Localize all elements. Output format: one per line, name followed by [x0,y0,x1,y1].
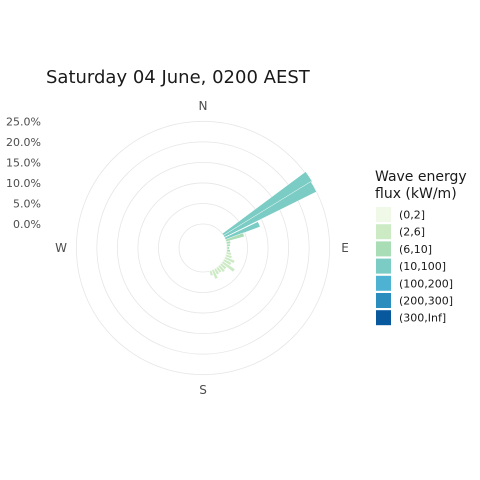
rose-bar-8 [225,251,232,256]
compass-label-n: N [199,99,208,113]
rose-bar-11 [222,258,232,266]
legend-swatch [376,310,391,326]
radial-tick-labels: 0.0% 5.0% 10.0% 15.0% 20.0% 25.0% [6,115,41,231]
legend-label: (200,300] [399,295,453,308]
legend-swatch [376,293,391,308]
chart-title: Saturday 04 June, 0200 AEST [46,67,311,88]
legend-title-line: Wave energy [375,169,467,185]
rose-bar-0 [221,171,313,236]
legend-label: (100,200] [399,277,453,290]
rose-bar-3 [225,232,245,242]
legend-label: (300,Inf] [399,312,446,325]
rose-bar-9 [225,254,233,259]
grid-ring-4 [96,141,310,355]
compass-label-w: W [55,241,67,255]
radial-tick-label: 0.0% [13,218,41,231]
legend-swatch [376,207,391,222]
rose-bar-10 [224,256,236,264]
grid-ring-3 [116,161,290,335]
rose-bar-7 [226,249,231,253]
radial-tick-label: 10.0% [6,177,41,190]
radial-tick-label: 25.0% [6,115,41,128]
radial-tick-label: 20.0% [6,136,41,149]
legend-swatch [376,275,391,291]
rose-bar-12 [221,260,236,273]
legend-label: (10,100] [399,260,446,273]
legend-label: (0,2] [399,209,425,222]
rose-bars [209,171,317,280]
grid-ring-1 [158,203,248,293]
grid-ring-5 [75,120,331,376]
rose-bar-5 [226,243,231,247]
rose-bar-14 [217,264,226,273]
rose-bar-17 [211,269,219,280]
rose-bar-16 [213,267,220,276]
radial-tick-label: 15.0% [6,156,41,169]
legend-title-line: flux (kW/m) [375,186,457,202]
legend-label: (2,6] [399,226,425,239]
rose-bar-15 [215,266,222,274]
grid-ring-2 [137,182,269,314]
legend-swatch [376,224,391,240]
compass-labels: N E S W [55,99,349,397]
rose-bar-6 [226,246,230,250]
polar-grid [75,120,331,376]
legend-label: (6,10] [399,243,432,256]
rose-bar-18 [209,270,214,277]
radial-tick-label: 5.0% [13,197,41,210]
compass-label-e: E [341,241,349,255]
legend-swatch [376,241,391,257]
compass-label-s: S [199,383,207,397]
legend-swatch [376,258,391,274]
rose-bar-2 [224,221,261,240]
rose-bar-13 [219,262,227,270]
rose-bar-4 [225,240,232,245]
rose-bar-1 [223,181,317,238]
